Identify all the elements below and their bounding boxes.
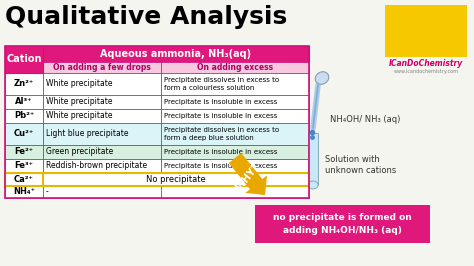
Bar	[255, 205, 430, 243]
Text: NH₄⁺: NH₄⁺	[13, 188, 35, 197]
Bar	[5, 46, 309, 62]
Bar	[161, 123, 309, 145]
Bar	[161, 186, 309, 198]
Bar	[5, 123, 43, 145]
Ellipse shape	[308, 181, 318, 189]
Text: White precipitate: White precipitate	[46, 98, 112, 106]
Text: Ca²⁺: Ca²⁺	[14, 175, 34, 184]
Bar	[161, 145, 309, 159]
Text: www.icandochemistry.com: www.icandochemistry.com	[393, 69, 458, 73]
Bar	[43, 186, 161, 198]
Text: Precipitate is insoluble in excess: Precipitate is insoluble in excess	[164, 113, 277, 119]
Text: Fe³⁺: Fe³⁺	[15, 161, 34, 171]
Bar	[5, 46, 43, 73]
Text: Aqueous ammonia, NH₃(aq): Aqueous ammonia, NH₃(aq)	[100, 49, 252, 59]
Bar	[161, 95, 309, 109]
Text: No precipitate: No precipitate	[146, 175, 206, 184]
Bar	[43, 109, 161, 123]
Bar	[5, 186, 43, 198]
Bar	[43, 95, 161, 109]
Text: White precipitate: White precipitate	[46, 111, 112, 120]
Text: Cu²⁺: Cu²⁺	[14, 130, 34, 139]
Bar	[161, 109, 309, 123]
Text: Al³⁺: Al³⁺	[15, 98, 33, 106]
Bar	[5, 173, 43, 186]
Bar	[43, 73, 161, 95]
Text: On adding a few drops: On adding a few drops	[53, 63, 151, 72]
Bar	[5, 95, 43, 109]
Bar	[43, 62, 161, 73]
Text: Precipitate dissolves in excess to
form a colourless solution: Precipitate dissolves in excess to form …	[164, 77, 279, 91]
Text: Precipitate dissolves in excess to
form a deep blue solution: Precipitate dissolves in excess to form …	[164, 127, 279, 141]
Text: White precipitate: White precipitate	[46, 80, 112, 89]
Text: -: -	[46, 188, 49, 197]
Bar	[5, 145, 43, 159]
Text: Solution with
unknown cations: Solution with unknown cations	[325, 155, 396, 175]
Text: Light blue precipitate: Light blue precipitate	[46, 130, 128, 139]
Bar	[161, 159, 309, 173]
Bar	[161, 62, 309, 73]
Text: Reddish-brown precipitate: Reddish-brown precipitate	[46, 161, 147, 171]
Text: no precipitate is formed on
adding NH₄OH/NH₃ (aq): no precipitate is formed on adding NH₄OH…	[273, 213, 412, 235]
Bar	[5, 109, 43, 123]
Text: Green precipitate: Green precipitate	[46, 148, 113, 156]
Bar	[43, 145, 161, 159]
Text: NH₄OH/ NH₃ (aq): NH₄OH/ NH₃ (aq)	[330, 115, 401, 124]
Bar	[161, 73, 309, 95]
Text: On adding excess: On adding excess	[197, 63, 273, 72]
Text: Precipitate is insoluble in excess: Precipitate is insoluble in excess	[164, 149, 277, 155]
Text: Cation: Cation	[6, 55, 42, 64]
Ellipse shape	[315, 72, 329, 84]
Text: WHY?: WHY?	[234, 161, 262, 192]
Bar	[5, 46, 309, 198]
Text: Pb²⁺: Pb²⁺	[14, 111, 34, 120]
Bar	[385, 5, 467, 57]
Text: Zn²⁺: Zn²⁺	[14, 80, 34, 89]
Bar	[5, 159, 43, 173]
Text: ICanDoChemistry: ICanDoChemistry	[389, 60, 463, 69]
Polygon shape	[229, 153, 267, 195]
Text: Precipitate is insoluble in excess: Precipitate is insoluble in excess	[164, 99, 277, 105]
Text: Qualitative Analysis: Qualitative Analysis	[5, 5, 287, 29]
Bar	[308, 133, 318, 185]
Bar	[5, 173, 309, 186]
Text: Precipitate is insoluble in excess: Precipitate is insoluble in excess	[164, 163, 277, 169]
Text: Fe²⁺: Fe²⁺	[14, 148, 34, 156]
Bar	[43, 173, 309, 186]
Bar	[43, 159, 161, 173]
Bar	[43, 123, 161, 145]
Bar	[5, 73, 43, 95]
